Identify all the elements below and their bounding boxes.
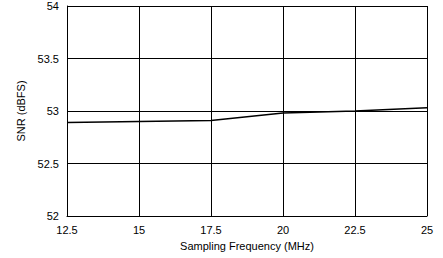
svg-text:Sampling Frequency (MHz): Sampling Frequency (MHz) (180, 240, 314, 252)
svg-text:53: 53 (47, 105, 59, 117)
svg-text:54: 54 (47, 0, 59, 12)
svg-text:53.5: 53.5 (38, 53, 59, 65)
svg-text:15: 15 (133, 224, 145, 236)
svg-text:12.5: 12.5 (56, 224, 77, 236)
svg-text:20: 20 (277, 224, 289, 236)
svg-text:22.5: 22.5 (344, 224, 365, 236)
svg-text:52: 52 (47, 210, 59, 222)
svg-text:17.5: 17.5 (200, 224, 221, 236)
svg-text:52.5: 52.5 (38, 158, 59, 170)
svg-text:25: 25 (421, 224, 433, 236)
svg-text:SNR (dBFS): SNR (dBFS) (15, 80, 27, 141)
